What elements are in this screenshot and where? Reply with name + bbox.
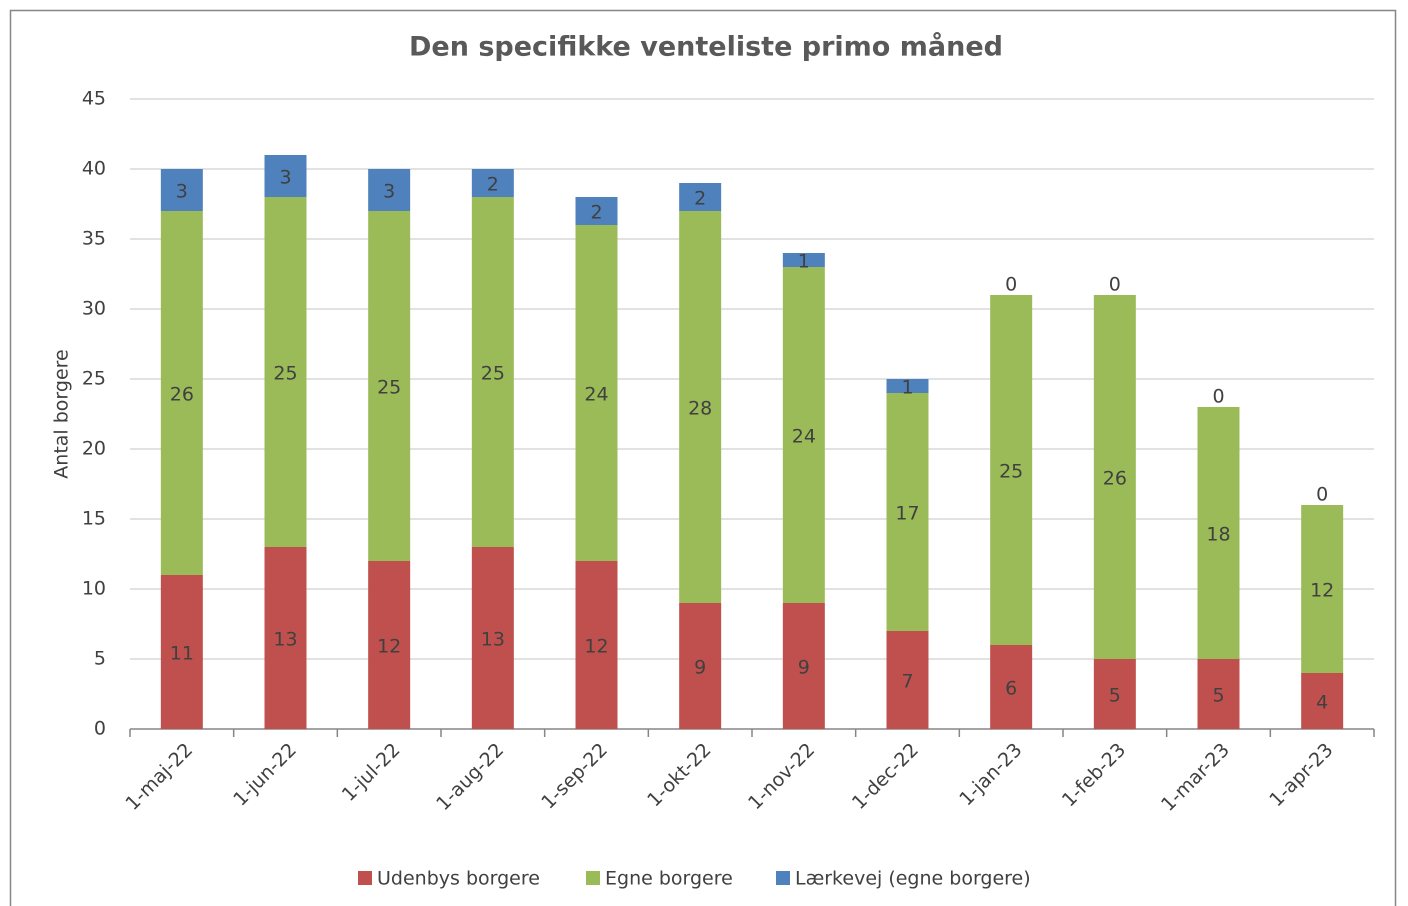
bar-segment <box>679 183 722 211</box>
y-axis-label: Antal borgere <box>51 349 73 478</box>
bar-segment <box>886 631 929 729</box>
data-label: 12 <box>1310 580 1334 602</box>
bar-segment <box>471 169 514 197</box>
bar-segment <box>368 561 411 729</box>
bar-segment <box>368 211 411 561</box>
y-tick-label: 25 <box>82 368 106 390</box>
y-tick-label: 30 <box>82 298 106 320</box>
data-label: 9 <box>798 657 810 679</box>
data-label: 1 <box>798 251 810 273</box>
bar-segment <box>1093 295 1136 659</box>
bar-segment <box>1093 659 1136 729</box>
bar-segment <box>264 547 307 729</box>
bar-segment <box>679 211 722 603</box>
bar-segment <box>471 547 514 729</box>
legend-label: Egne borgere <box>605 868 733 890</box>
data-label: 25 <box>377 377 401 399</box>
data-label: 9 <box>694 657 706 679</box>
bar-segment <box>160 211 203 575</box>
data-label: 0 <box>1212 386 1224 408</box>
bar-segment <box>679 603 722 729</box>
data-label: 25 <box>273 363 297 385</box>
y-tick-label: 20 <box>82 438 106 460</box>
y-tick-label: 35 <box>82 228 106 250</box>
data-label: 26 <box>1103 468 1127 490</box>
y-tick-label: 40 <box>82 158 106 180</box>
data-label: 4 <box>1316 692 1328 714</box>
bar-segment <box>886 379 929 393</box>
y-tick-label: 0 <box>94 718 106 740</box>
bar-segment <box>264 197 307 547</box>
data-label: 24 <box>584 384 608 406</box>
data-label: 25 <box>999 461 1023 483</box>
data-label: 0 <box>1109 274 1121 296</box>
legend-swatch <box>358 871 372 885</box>
data-label: 3 <box>279 167 291 189</box>
bar-segment <box>471 197 514 547</box>
data-label: 2 <box>590 202 602 224</box>
bar-segment <box>1301 505 1344 673</box>
data-label: 12 <box>584 636 608 658</box>
bar-segment <box>575 561 618 729</box>
data-label: 11 <box>170 643 194 665</box>
data-label: 24 <box>792 426 816 448</box>
bar-segment <box>782 267 825 603</box>
bar-segment <box>160 575 203 729</box>
y-tick-label: 45 <box>82 88 106 110</box>
bar-segment <box>368 169 411 211</box>
data-label: 12 <box>377 636 401 658</box>
data-label: 25 <box>481 363 505 385</box>
bar-segment <box>575 197 618 225</box>
legend-swatch <box>776 871 790 885</box>
data-label: 13 <box>273 629 297 651</box>
data-label: 28 <box>688 398 712 420</box>
chart-title: Den specifikke venteliste primo måned <box>409 31 1003 63</box>
data-label: 13 <box>481 629 505 651</box>
bar-segment <box>990 645 1033 729</box>
bar-segment <box>782 253 825 267</box>
bar-segment <box>264 155 307 197</box>
bar-segment <box>1197 407 1240 659</box>
data-label: 7 <box>901 671 913 693</box>
bar-segment <box>1197 659 1240 729</box>
legend-label: Udenbys borgere <box>377 868 540 890</box>
data-label: 1 <box>901 377 913 399</box>
y-tick-label: 15 <box>82 508 106 530</box>
legend-swatch <box>586 871 600 885</box>
data-label: 26 <box>170 384 194 406</box>
data-label: 5 <box>1109 685 1121 707</box>
legend-label: Lærkevej (egne borgere) <box>795 868 1031 890</box>
data-label: 0 <box>1316 484 1328 506</box>
data-label: 5 <box>1212 685 1224 707</box>
bar-segment <box>990 295 1033 645</box>
bar-segment <box>886 393 929 631</box>
data-label: 17 <box>895 503 919 525</box>
data-label: 3 <box>383 181 395 203</box>
bar-segment <box>1301 673 1344 729</box>
y-tick-label: 10 <box>82 578 106 600</box>
data-label: 6 <box>1005 678 1017 700</box>
data-label: 2 <box>694 188 706 210</box>
bar-segment <box>575 225 618 561</box>
data-label: 3 <box>176 181 188 203</box>
data-label: 2 <box>487 174 499 196</box>
bar-segment <box>160 169 203 211</box>
data-label: 0 <box>1005 274 1017 296</box>
y-tick-label: 5 <box>94 648 106 670</box>
bar-segment <box>782 603 825 729</box>
data-label: 18 <box>1206 524 1230 546</box>
